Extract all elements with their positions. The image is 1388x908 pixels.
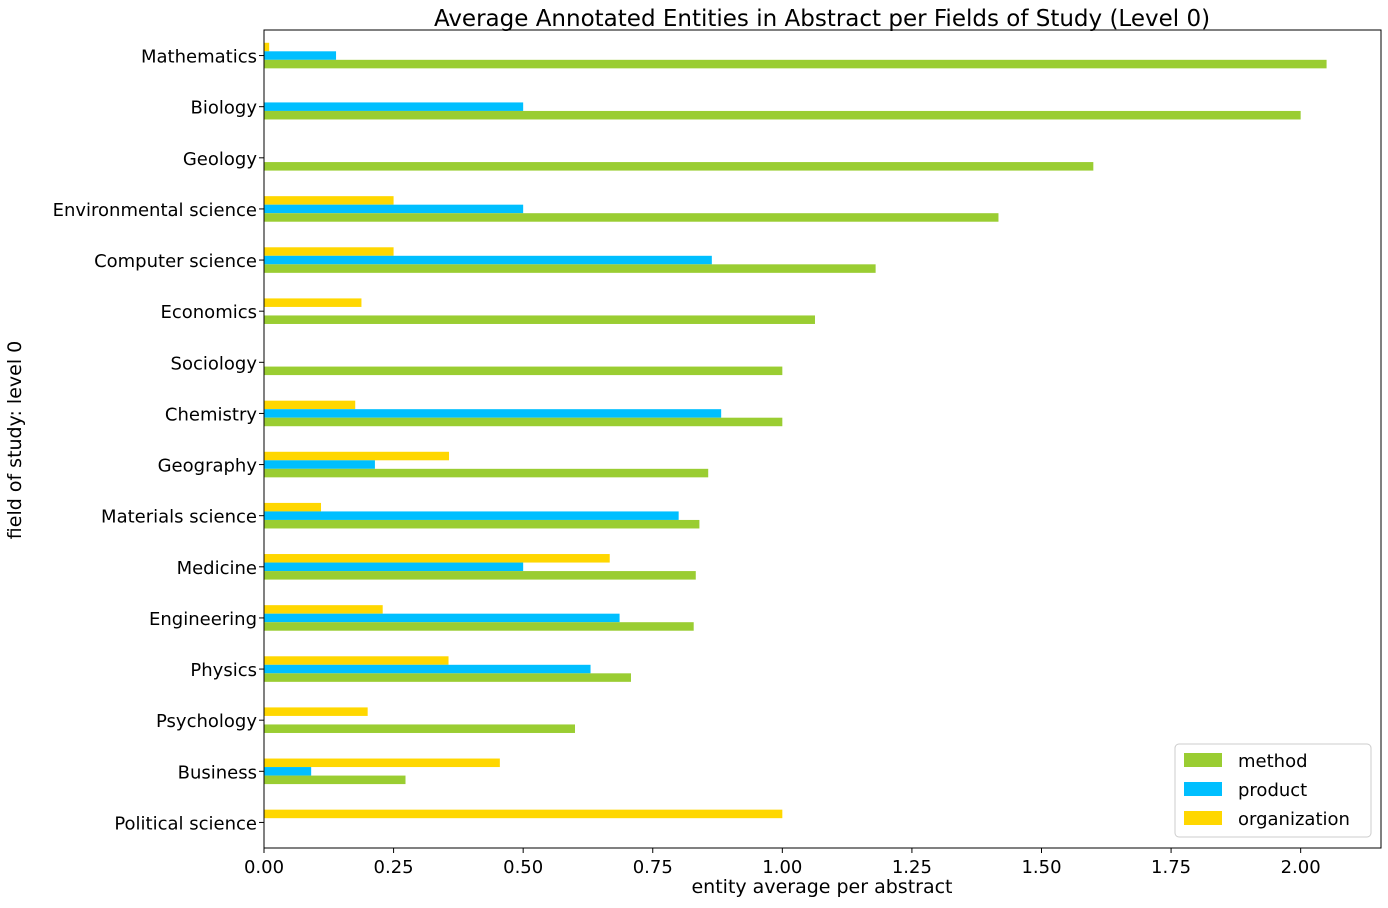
y-tick-label: Medicine (177, 558, 257, 579)
y-tick-label: Computer science (94, 251, 257, 272)
bar-organization-chemistry (264, 400, 356, 410)
y-tick-label: Environmental science (53, 200, 257, 221)
bar-product-geography (264, 460, 375, 469)
x-axis-label: entity average per abstract (691, 876, 952, 898)
bar-method-computer-science (264, 264, 876, 273)
bar-method-environmental-science (264, 213, 999, 222)
bar-method-medicine (264, 571, 696, 580)
x-tick-label: 2.00 (1281, 857, 1321, 878)
bar-method-business (264, 775, 406, 785)
legend-label-organization: organization (1238, 809, 1350, 830)
bar-organization-business (264, 758, 500, 768)
bar-method-biology (264, 110, 1301, 120)
legend-swatch-organization (1184, 811, 1222, 825)
legend-swatch-product (1184, 782, 1222, 796)
bar-organization-economics (264, 298, 362, 307)
bar-method-materials-science (264, 519, 700, 529)
bar-organization-physics (264, 656, 449, 665)
x-tick-label: 1.75 (1151, 857, 1191, 878)
x-tick-label: 0.25 (374, 857, 414, 878)
bar-organization-environmental-science (264, 196, 394, 205)
bar-organization-engineering (264, 605, 383, 614)
bar-organization-geography (264, 451, 450, 461)
y-tick-label: Materials science (101, 507, 257, 528)
bar-product-medicine (264, 562, 524, 572)
bar-method-chemistry (264, 417, 783, 427)
bar-product-physics (264, 664, 591, 674)
bar-product-business (264, 767, 312, 776)
y-tick-label: Psychology (156, 711, 257, 732)
bar-method-geography (264, 468, 709, 478)
legend-box (1174, 743, 1372, 838)
y-tick-label: Geography (158, 456, 258, 477)
bar-organization-materials-science (264, 502, 322, 512)
bar-product-environmental-science (264, 204, 524, 214)
y-tick-label: Biology (191, 98, 258, 119)
bar-organization-mathematics (264, 42, 270, 52)
bar-organization-political-science (264, 809, 783, 819)
y-tick-label: Economics (160, 302, 257, 323)
bar-product-chemistry (264, 409, 722, 418)
bar-product-mathematics (264, 51, 337, 60)
legend-label-product: product (1238, 780, 1307, 801)
bar-method-physics (264, 673, 631, 682)
bar-organization-psychology (264, 707, 368, 716)
y-tick-label: Geology (183, 149, 257, 170)
x-tick-label: 1.00 (762, 857, 802, 878)
bar-product-computer-science (264, 255, 712, 265)
y-tick-label: Chemistry (165, 404, 257, 425)
bar-product-biology (264, 102, 524, 111)
bar-method-economics (264, 315, 815, 324)
plot-frame (263, 29, 1382, 849)
bar-method-sociology (264, 366, 783, 376)
y-tick-label: Sociology (171, 353, 258, 374)
chart-title: Average Annotated Entities in Abstract p… (434, 6, 1210, 32)
bar-method-mathematics (264, 59, 1327, 69)
x-tick-label: 1.25 (892, 857, 932, 878)
bar-organization-computer-science (264, 247, 394, 256)
y-tick-label: Political science (114, 813, 257, 834)
legend-swatch-method (1184, 753, 1222, 767)
y-tick-label: Business (178, 762, 257, 783)
legend-label-method: method (1238, 751, 1308, 772)
bar-method-psychology (264, 724, 575, 733)
x-tick-label: 1.50 (1021, 857, 1061, 878)
x-tick-label: 0.75 (633, 857, 673, 878)
bar-product-engineering (264, 613, 620, 623)
y-tick-label: Engineering (149, 609, 257, 630)
x-tick-label: 0.50 (503, 857, 543, 878)
x-tick-label: 0.00 (244, 857, 284, 878)
y-tick-label: Mathematics (141, 47, 257, 68)
bar-method-geology (264, 162, 1094, 171)
bar-method-engineering (264, 622, 694, 631)
y-axis-label: field of study: level 0 (4, 341, 26, 539)
legend: method product organization (1174, 743, 1372, 838)
bar-product-materials-science (264, 511, 679, 520)
bar-organization-medicine (264, 554, 610, 563)
y-tick-label: Physics (190, 660, 257, 681)
